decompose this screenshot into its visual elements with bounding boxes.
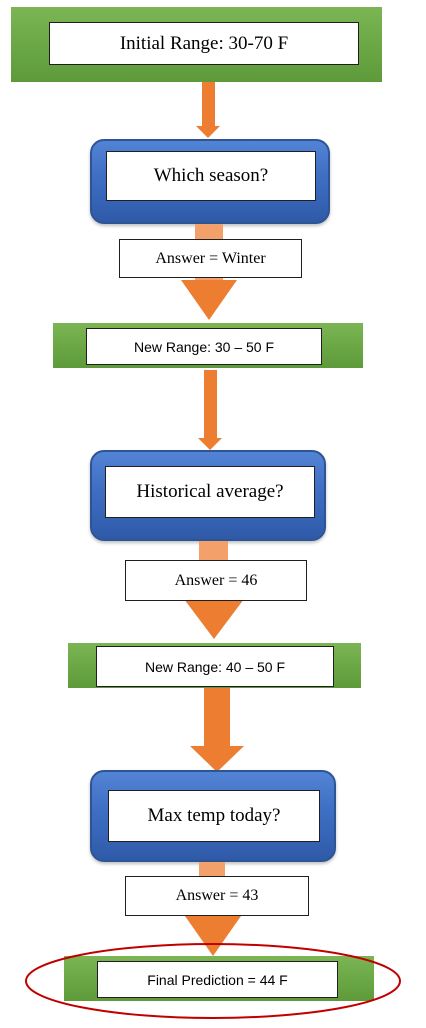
answer-box-historical: Answer = 46	[125, 560, 307, 601]
question-label-max-temp: Max temp today?	[108, 790, 320, 842]
arrow-1-head	[196, 126, 220, 138]
arrow-2-head	[181, 280, 237, 320]
arrow-3-head	[198, 438, 222, 450]
arrow-5-shaft	[204, 688, 230, 748]
question-label-season: Which season?	[106, 151, 316, 201]
final-prediction-label: Final Prediction = 44 F	[97, 961, 338, 998]
arrow-6-head	[185, 916, 241, 956]
answer-box-max-temp: Answer = 43	[125, 876, 309, 916]
arrow-3-shaft	[204, 370, 217, 440]
range-label-1: New Range: 30 – 50 F	[86, 328, 322, 365]
initial-range-label: Initial Range: 30-70 F	[49, 22, 359, 65]
answer-box-season: Answer = Winter	[119, 239, 302, 278]
arrow-1-shaft	[202, 82, 215, 127]
range-label-2: New Range: 40 – 50 F	[96, 646, 334, 687]
arrow-5-head	[190, 746, 244, 772]
arrow-4-head	[184, 599, 244, 639]
question-label-historical: Historical average?	[105, 466, 315, 518]
